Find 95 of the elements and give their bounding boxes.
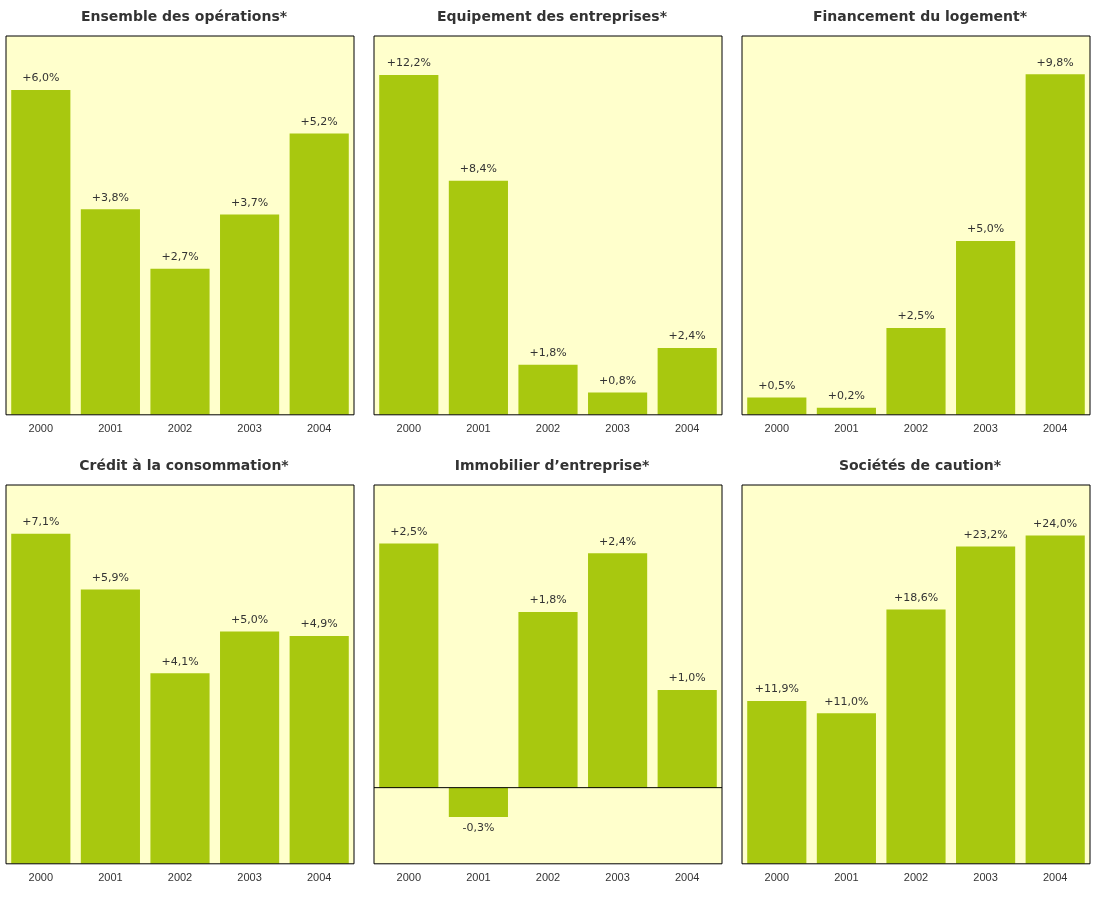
data-label: +2,4% (668, 329, 706, 343)
bar (886, 327, 946, 415)
x-tick-label: 2000 (28, 422, 54, 435)
bar (588, 392, 648, 415)
data-label: +23,2% (963, 527, 1008, 541)
data-label: +18,6% (893, 590, 939, 604)
x-tick-label: 2002 (903, 871, 929, 884)
bar (379, 74, 439, 415)
data-label: +2,5% (390, 524, 428, 538)
data-label: +4,1% (161, 654, 199, 668)
data-label: +2,4% (599, 534, 637, 548)
bar (956, 241, 1016, 415)
data-label: +2,7% (161, 250, 199, 264)
x-tick-label: 2003 (605, 871, 630, 884)
bar (518, 364, 578, 415)
data-label: +24,0% (1033, 516, 1078, 530)
bar (80, 209, 140, 415)
x-tick-label: 2000 (396, 422, 422, 435)
x-tick-label: 2001 (98, 422, 123, 435)
data-label: +11,0% (824, 694, 869, 708)
x-tick-label: 2001 (834, 422, 859, 435)
chart-title: Immobilier d’entreprise* (453, 457, 651, 475)
x-tick-label: 2000 (396, 871, 422, 884)
data-label: +12,2% (386, 56, 431, 70)
bar (289, 636, 349, 864)
bar (448, 787, 508, 817)
data-label: +1,8% (529, 593, 567, 607)
chart-title: Crédit à la consommation* (78, 457, 290, 475)
bar (150, 673, 210, 864)
chart-title: Ensemble des opérations* (79, 8, 289, 26)
data-label: +8,4% (459, 162, 497, 176)
bar (220, 631, 280, 864)
x-tick-label: 2002 (903, 422, 929, 435)
bar (657, 690, 717, 788)
bar (150, 268, 210, 415)
bar (289, 133, 349, 415)
data-label: +4,9% (300, 617, 338, 631)
x-tick-label: 2004 (306, 422, 332, 435)
chart-title: Sociétés de caution* (837, 457, 1003, 475)
data-label: +0,2% (827, 389, 865, 403)
x-tick-label: 2003 (237, 871, 262, 884)
chart-title: Financement du logement* (812, 8, 1028, 26)
data-label: +5,9% (91, 570, 129, 584)
x-tick-label: 2004 (674, 871, 700, 884)
data-label: -0,3% (462, 821, 495, 835)
data-label: +5,2% (300, 114, 338, 128)
bar (11, 533, 71, 864)
bar (657, 347, 717, 415)
data-label: +3,7% (231, 195, 269, 209)
bar (448, 180, 508, 415)
x-tick-label: 2004 (306, 871, 332, 884)
bar (588, 553, 648, 788)
bar (956, 546, 1016, 864)
data-label: +9,8% (1036, 55, 1074, 69)
data-label: +1,0% (668, 671, 706, 685)
x-tick-label: 2000 (28, 871, 54, 884)
bar (220, 214, 280, 415)
data-label: +6,0% (22, 71, 60, 85)
x-tick-label: 2002 (535, 871, 561, 884)
x-tick-label: 2001 (98, 871, 123, 884)
data-label: +2,5% (897, 309, 935, 323)
x-tick-label: 2003 (973, 422, 998, 435)
bar (1025, 535, 1085, 864)
data-label: +1,8% (529, 346, 567, 360)
x-tick-label: 2004 (1042, 871, 1068, 884)
chart-title: Equipement des entreprises* (436, 8, 668, 26)
data-label: +7,1% (22, 515, 60, 529)
bar (886, 609, 946, 864)
bar (747, 397, 807, 415)
x-tick-label: 2001 (834, 871, 859, 884)
bar (379, 543, 439, 788)
data-label: +5,0% (231, 612, 269, 626)
x-tick-label: 2002 (167, 422, 193, 435)
data-label: +0,5% (758, 378, 796, 392)
x-tick-label: 2004 (674, 422, 700, 435)
bar (11, 90, 71, 415)
data-label: +3,8% (91, 190, 129, 204)
data-label: +0,8% (599, 373, 637, 387)
bar (816, 713, 876, 864)
x-tick-label: 2001 (466, 422, 491, 435)
bar (518, 611, 578, 788)
data-label: +11,9% (754, 682, 799, 696)
x-tick-label: 2003 (237, 422, 262, 435)
x-tick-label: 2000 (764, 871, 790, 884)
bar (1025, 74, 1085, 415)
x-tick-label: 2003 (973, 871, 998, 884)
bar (80, 589, 140, 864)
x-tick-label: 2002 (535, 422, 561, 435)
x-tick-label: 2000 (764, 422, 790, 435)
bar (747, 701, 807, 864)
data-label: +5,0% (967, 222, 1005, 236)
x-tick-label: 2002 (167, 871, 193, 884)
x-tick-label: 2001 (466, 871, 491, 884)
x-tick-label: 2003 (605, 422, 630, 435)
x-tick-label: 2004 (1042, 422, 1068, 435)
